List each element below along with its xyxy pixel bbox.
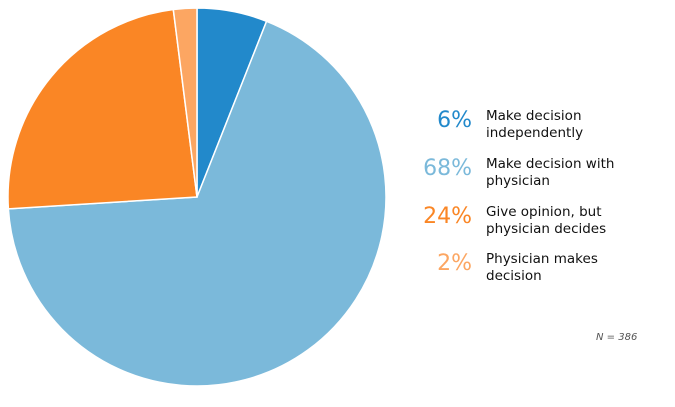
legend-pct-physician-decides: 2%: [437, 251, 472, 276]
legend-pct-give-opinion: 24%: [423, 204, 472, 229]
legend-item-give-opinion: 24% Give opinion, but physician decides: [410, 200, 660, 240]
pie-slice-give-opinion: [7, 8, 198, 210]
pie-slice-physician-decides: [172, 7, 198, 198]
pie-slice-with-physician: [7, 20, 387, 387]
legend-pct-independent: 6%: [437, 108, 472, 133]
legend-label-physician-decides: Physician makes decision: [486, 251, 598, 284]
sample-size-note: N = 386: [596, 332, 638, 343]
legend-pct-with-physician: 68%: [423, 156, 472, 181]
legend-item-independent: 6% Make decision independently: [410, 104, 660, 144]
legend-item-with-physician: 68% Make decision with physician: [410, 152, 660, 192]
pie-chart: [7, 7, 387, 387]
legend-item-physician-decides: 2% Physician makes decision: [410, 247, 660, 287]
legend-label-with-physician: Make decision with physician: [486, 156, 615, 189]
legend-label-independent: Make decision independently: [486, 108, 584, 141]
legend-label-give-opinion: Give opinion, but physician decides: [486, 204, 607, 237]
